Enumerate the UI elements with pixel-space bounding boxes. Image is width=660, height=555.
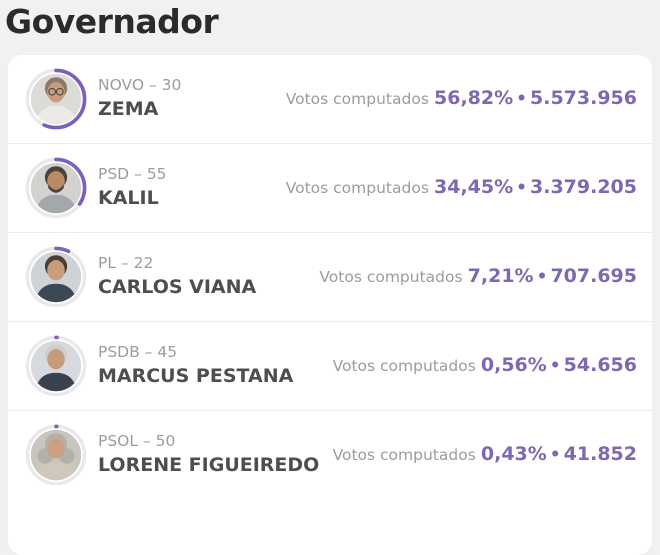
candidate-votes: Votos computados 34,45% • 3.379.205 (286, 176, 637, 200)
vote-percent: 56,82% (434, 87, 514, 110)
vote-percent: 0,43% (480, 443, 547, 466)
results-card: NOVO – 30 ZEMA Votos computados 56,82% • 5… (8, 55, 652, 555)
candidate-avatar (25, 68, 87, 130)
party-number-label: NOVO – 30 (98, 76, 182, 95)
candidate-avatar (25, 335, 87, 397)
votes-stats: 7,21% • 707.695 (468, 265, 637, 287)
votes-computed-label: Votos computados (285, 90, 429, 109)
votes-computed-label: Votos computados (319, 268, 463, 287)
vote-progress-ring (25, 424, 87, 486)
bullet-separator: • (516, 178, 528, 199)
candidate-photo (30, 162, 82, 214)
candidate-name: LORENE FIGUEIREDO (98, 453, 320, 476)
candidate-row: PSD – 55 KALIL Votos computados 34,45% • 3… (8, 143, 652, 232)
vote-progress-ring (25, 68, 87, 130)
candidate-photo (30, 251, 82, 303)
party-number-label: PSDB – 45 (98, 343, 178, 362)
candidate-photo (30, 340, 82, 392)
vote-percent: 0,56% (480, 354, 547, 377)
candidate-avatar (25, 424, 87, 486)
candidate-row: PSDB – 45 MARCUS PESTANA Votos computado… (8, 321, 652, 410)
vote-progress-ring (25, 157, 87, 219)
vote-count: 5.573.956 (530, 87, 637, 110)
vote-count: 54.656 (563, 354, 637, 377)
candidate-row: PSOL – 50 LORENE FIGUEIREDO Votos comput… (8, 410, 652, 499)
party-number-label: PSD – 55 (98, 165, 167, 184)
candidate-name: CARLOS VIANA (98, 275, 257, 298)
glasses-icon (48, 87, 64, 96)
bullet-separator: • (536, 267, 548, 288)
candidate-photo (30, 73, 82, 125)
votes-stats: 34,45% • 3.379.205 (434, 176, 637, 198)
bullet-separator: • (549, 356, 561, 377)
page-title: Governador (5, 2, 219, 41)
candidate-row: PL – 22 CARLOS VIANA Votos computados 7,… (8, 232, 652, 321)
party-number-label: PL – 22 (98, 254, 154, 273)
vote-progress-ring (25, 246, 87, 308)
votes-stats: 0,56% • 54.656 (481, 354, 637, 376)
bullet-separator: • (516, 89, 528, 110)
candidate-votes: Votos computados 0,43% • 41.852 (333, 443, 637, 467)
candidate-name: KALIL (98, 186, 159, 209)
candidate-identity: PL – 22 CARLOS VIANA (98, 254, 256, 299)
party-number-label: PSOL – 50 (98, 432, 176, 451)
candidate-photo (30, 429, 82, 481)
candidate-name: MARCUS PESTANA (98, 364, 294, 387)
votes-stats: 0,43% • 41.852 (481, 443, 637, 465)
candidate-votes: Votos computados 7,21% • 707.695 (319, 265, 637, 289)
candidate-identity: PSD – 55 KALIL (98, 165, 166, 210)
vote-progress-ring (25, 335, 87, 397)
votes-stats: 56,82% • 5.573.956 (434, 87, 637, 109)
vote-count: 41.852 (563, 443, 637, 466)
votes-computed-label: Votos computados (285, 179, 429, 198)
candidate-row: NOVO – 30 ZEMA Votos computados 56,82% • 5… (8, 55, 652, 143)
candidate-votes: Votos computados 56,82% • 5.573.956 (286, 87, 637, 111)
candidate-avatar (25, 157, 87, 219)
vote-percent: 7,21% (467, 265, 534, 288)
candidate-votes: Votos computados 0,56% • 54.656 (333, 354, 637, 378)
candidate-avatar (25, 246, 87, 308)
votes-computed-label: Votos computados (332, 446, 476, 465)
vote-count: 3.379.205 (530, 176, 637, 199)
vote-count: 707.695 (550, 265, 637, 288)
vote-percent: 34,45% (434, 176, 514, 199)
candidate-identity: PSDB – 45 MARCUS PESTANA (98, 343, 293, 388)
candidate-identity: NOVO – 30 ZEMA (98, 76, 181, 121)
bullet-separator: • (549, 445, 561, 466)
votes-computed-label: Votos computados (332, 357, 476, 376)
candidate-identity: PSOL – 50 LORENE FIGUEIREDO (98, 432, 319, 477)
candidate-name: ZEMA (98, 97, 159, 120)
